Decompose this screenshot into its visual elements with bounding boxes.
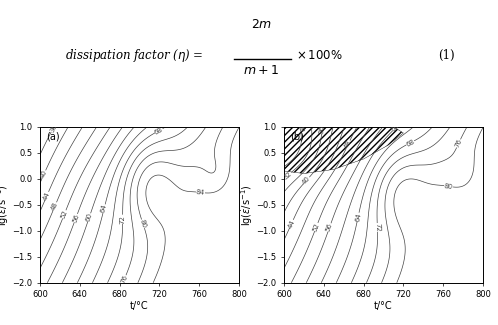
Text: 32: 32 <box>282 170 293 180</box>
Text: 44: 44 <box>287 219 296 229</box>
Text: dissipation factor ($\eta$) =: dissipation factor ($\eta$) = <box>65 47 203 64</box>
Text: 40: 40 <box>301 175 312 186</box>
Text: 60: 60 <box>85 212 94 223</box>
Text: 76: 76 <box>454 138 463 149</box>
Text: 52: 52 <box>312 222 321 232</box>
Text: 28: 28 <box>296 124 304 133</box>
Text: 48: 48 <box>50 201 59 212</box>
Text: 80: 80 <box>139 219 147 229</box>
Text: 56: 56 <box>72 213 80 223</box>
Text: 48: 48 <box>344 139 353 150</box>
Text: 36: 36 <box>49 123 58 133</box>
Y-axis label: lg($\dot{\varepsilon}$/s$^{-1}$): lg($\dot{\varepsilon}$/s$^{-1}$) <box>239 184 254 226</box>
X-axis label: t/°C: t/°C <box>374 301 393 311</box>
Text: 84: 84 <box>196 189 205 196</box>
Text: (1): (1) <box>438 49 455 62</box>
Text: 44: 44 <box>42 191 51 201</box>
Y-axis label: lg($\dot{\varepsilon}$/s$^{-1}$): lg($\dot{\varepsilon}$/s$^{-1}$) <box>0 184 10 226</box>
Text: 56: 56 <box>325 222 334 233</box>
X-axis label: t/°C: t/°C <box>130 301 149 311</box>
Text: 72: 72 <box>374 223 380 232</box>
Text: 76: 76 <box>120 274 129 285</box>
Text: 40: 40 <box>39 169 48 180</box>
Text: 64: 64 <box>354 212 362 222</box>
Text: 64: 64 <box>100 204 108 214</box>
Text: 68: 68 <box>405 138 415 148</box>
Text: $2m$: $2m$ <box>251 18 272 31</box>
Text: (a): (a) <box>46 131 59 141</box>
Text: 68: 68 <box>153 126 164 136</box>
Text: (b): (b) <box>290 131 304 141</box>
Text: $m+1$: $m+1$ <box>244 64 279 77</box>
Text: 72: 72 <box>120 214 125 224</box>
Text: 80: 80 <box>444 183 454 190</box>
Text: 52: 52 <box>60 209 69 219</box>
Text: 60: 60 <box>390 123 401 133</box>
Text: 36: 36 <box>319 124 326 134</box>
Text: $\times\,100\%$: $\times\,100\%$ <box>296 49 343 62</box>
